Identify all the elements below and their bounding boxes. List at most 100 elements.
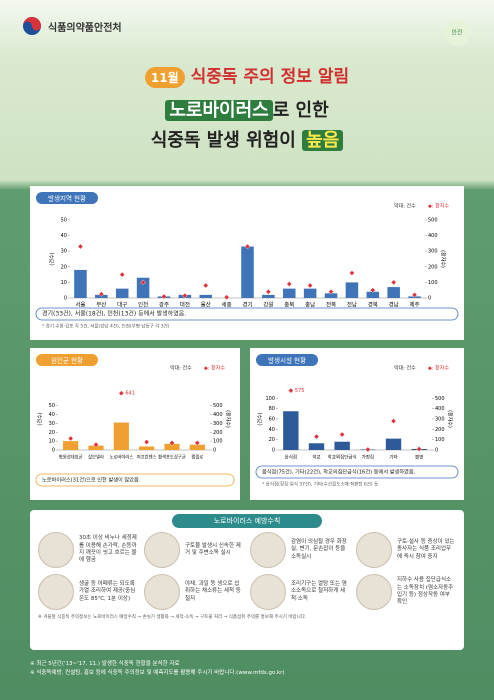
agency: 식품의약품안전처 [48,22,122,34]
legend-entry: 막대: 건수 [394,365,416,372]
y2-tick-label: 200 [213,430,223,436]
x-tick-label: 제주 [409,301,419,309]
x-tick-label: 기타 [389,454,398,461]
patient-marker [182,292,188,299]
bar [63,441,79,450]
patient-marker [118,390,125,397]
patient-marker [161,293,167,300]
chart-title: 발생시설 현황 [268,356,306,365]
patient-marker [169,440,175,446]
bar [115,288,129,298]
bar [283,411,299,450]
y-tick-label: 20 [61,264,67,270]
bar [139,446,155,450]
bar [189,444,205,450]
title-block: 11월 식중독 주의 정보 알림 노로바이러스 로 인한 식중독 발생 위험이 높… [0,62,494,152]
y-tick-label: 40 [269,427,275,433]
x-tick-label: 전북 [326,301,336,309]
footnote: * 음식점(횟집 일식 37건), 기타(수산물도소매·직판장 6건) 등 [262,481,378,488]
highlight: 높음 [302,129,344,151]
tip: 지하수 사용 집단급식소는 소독장치 (염소자동주입기 등) 정상작동 여부 확… [356,574,456,610]
y-tick-label: 0 [64,296,67,302]
x-tick-label: 황색포도상구균 [158,454,186,461]
bar [241,246,254,298]
title-line3: 식중독 발생 위험이 [150,129,296,151]
tip-text: 지하수 사용 집단급식소는 소독장치 (염소자동주입기 등) 정상작동 여부 확… [397,577,454,606]
legend-entry: ◆: 환자수 [204,365,225,372]
bar [345,282,359,298]
note: 음식점(75건), 기타(22건), 학교외집단급식(16건) 등에서 발생하였… [262,468,416,476]
logo [23,17,41,35]
y-tick-label: 60 [269,417,275,423]
bar [88,445,104,450]
patient-marker [98,291,105,297]
y-tick-label: 30 [61,249,67,255]
patient-marker [143,439,150,445]
x-tick-label: 노로바이러스 [109,454,133,461]
y2-tick-label: 100 [213,439,223,445]
y-axis-label: (건수) [37,412,44,425]
y-tick-label: 40 [49,412,55,418]
y-tick-label: 10 [61,280,67,286]
y-tick-label: 10 [49,439,55,445]
tip: 구토물 발생시 신속한 제거 및 주변소독 실시 [144,532,244,568]
y2-tick-label: 400 [213,412,223,418]
y2-tick-label: 300 [428,249,438,255]
tip-icon [144,532,180,568]
tip-icon [38,574,74,610]
y2-tick-label: 100 [435,437,445,443]
tip: 야채, 과일 등 생으로 섭취하는 채소류는 세척 등 철저 [144,574,244,610]
patient-marker [265,288,272,295]
x-tick-label: 전남 [347,301,357,309]
title-line1: 식중독 주의 정보 알림 [190,67,350,87]
y2-tick-label: 300 [213,421,223,427]
y2-tick-label: 400 [428,233,438,239]
y-tick-label: 20 [269,437,275,443]
y-axis-label: (건수) [257,412,264,425]
x-tick-label: 병원성대장균 [59,454,83,461]
tip-text: 생굴 등 어패류는 되도록 가열·조리하여 제공(중심온도 85℃, 1분 이상… [79,580,136,602]
patient-marker [390,418,397,424]
y2-tick-label: 0 [213,448,216,454]
tip-text: 조리기구는 열탕 또는 염소소독으로 철저하게 세척·소독 [291,580,347,602]
x-tick-label: 충북 [284,301,294,309]
patient-marker [194,440,201,446]
x-tick-label: 충남 [305,301,315,309]
patient-marker [365,446,371,453]
patient-marker [67,435,74,442]
y2-tick-label: 200 [435,427,445,433]
patient-marker [328,288,334,295]
patient-marker [416,446,422,452]
patient-marker [339,431,345,438]
tip-text: 야채, 과일 등 생으로 섭취하는 채소류는 세척 등 철저 [185,580,241,602]
tip-icon [250,574,286,610]
y-tick-label: 0 [272,448,275,454]
x-tick-label: 학교 [312,454,320,461]
bar [283,288,296,298]
patient-marker [140,279,146,286]
x-tick-label: 퍼프린젠스 [137,454,157,461]
x-tick-label: 학교외집단급식 [328,454,357,461]
tip-text: 구토물 발생시 신속한 제거 및 주변소독 실시 [185,542,241,556]
bar [308,443,325,450]
chart-title: 발생지역 현황 [48,194,86,203]
value-label: 641 [125,391,135,397]
bar [262,294,275,298]
tip-text: 30초 이상 비누나 세정제를 이용해 손가락, 손등까지 깨끗이 씻고 흐르는… [79,535,137,564]
y-tick-label: 20 [49,430,55,436]
y2-tick-label: 0 [428,296,431,302]
prevention-note: ※ 겨울철 식중독 주의정보는 노로바이러스 예방수칙 → 손씻기 생활화 → … [38,615,307,620]
y2-axis-label: (환자수) [440,250,447,268]
tip: 생굴 등 어패류는 되도록 가열·조리하여 제공(중심온도 85℃, 1분 이상… [38,574,138,610]
x-tick-label: 부산 [96,301,106,309]
prevention-title: 노로바이러스 예방수칙 [172,514,322,528]
header: 식품의약품안전처 [22,16,122,36]
x-tick-label: 경남 [389,301,399,309]
x-tick-label: 강원 [263,301,273,309]
svg-text:안전: 안전 [451,29,462,37]
tip-icon [356,574,392,610]
